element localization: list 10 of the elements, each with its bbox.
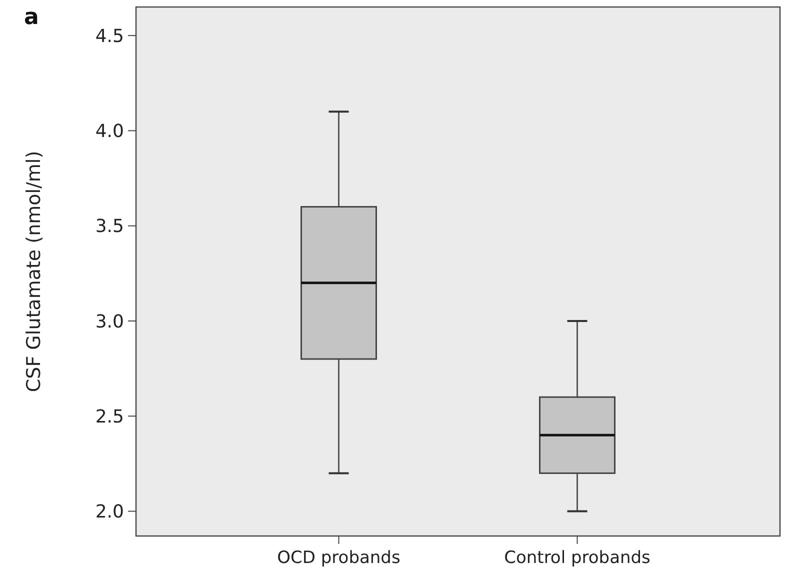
y-tick-label: 3.5	[95, 216, 124, 238]
y-tick-label: 2.0	[95, 502, 124, 523]
y-tick-label: 4.5	[95, 26, 124, 47]
chart-title: a	[24, 5, 39, 30]
y-tick-label: 2.5	[95, 406, 124, 428]
y-tick-label: 3.0	[95, 311, 124, 332]
x-tick-label: OCD probands	[277, 548, 400, 568]
x-tick-label: Control probands	[504, 548, 651, 568]
y-tick-label: 4.0	[95, 120, 124, 142]
y-axis-title: CSF Glutamate (nmol/ml)	[23, 150, 45, 392]
